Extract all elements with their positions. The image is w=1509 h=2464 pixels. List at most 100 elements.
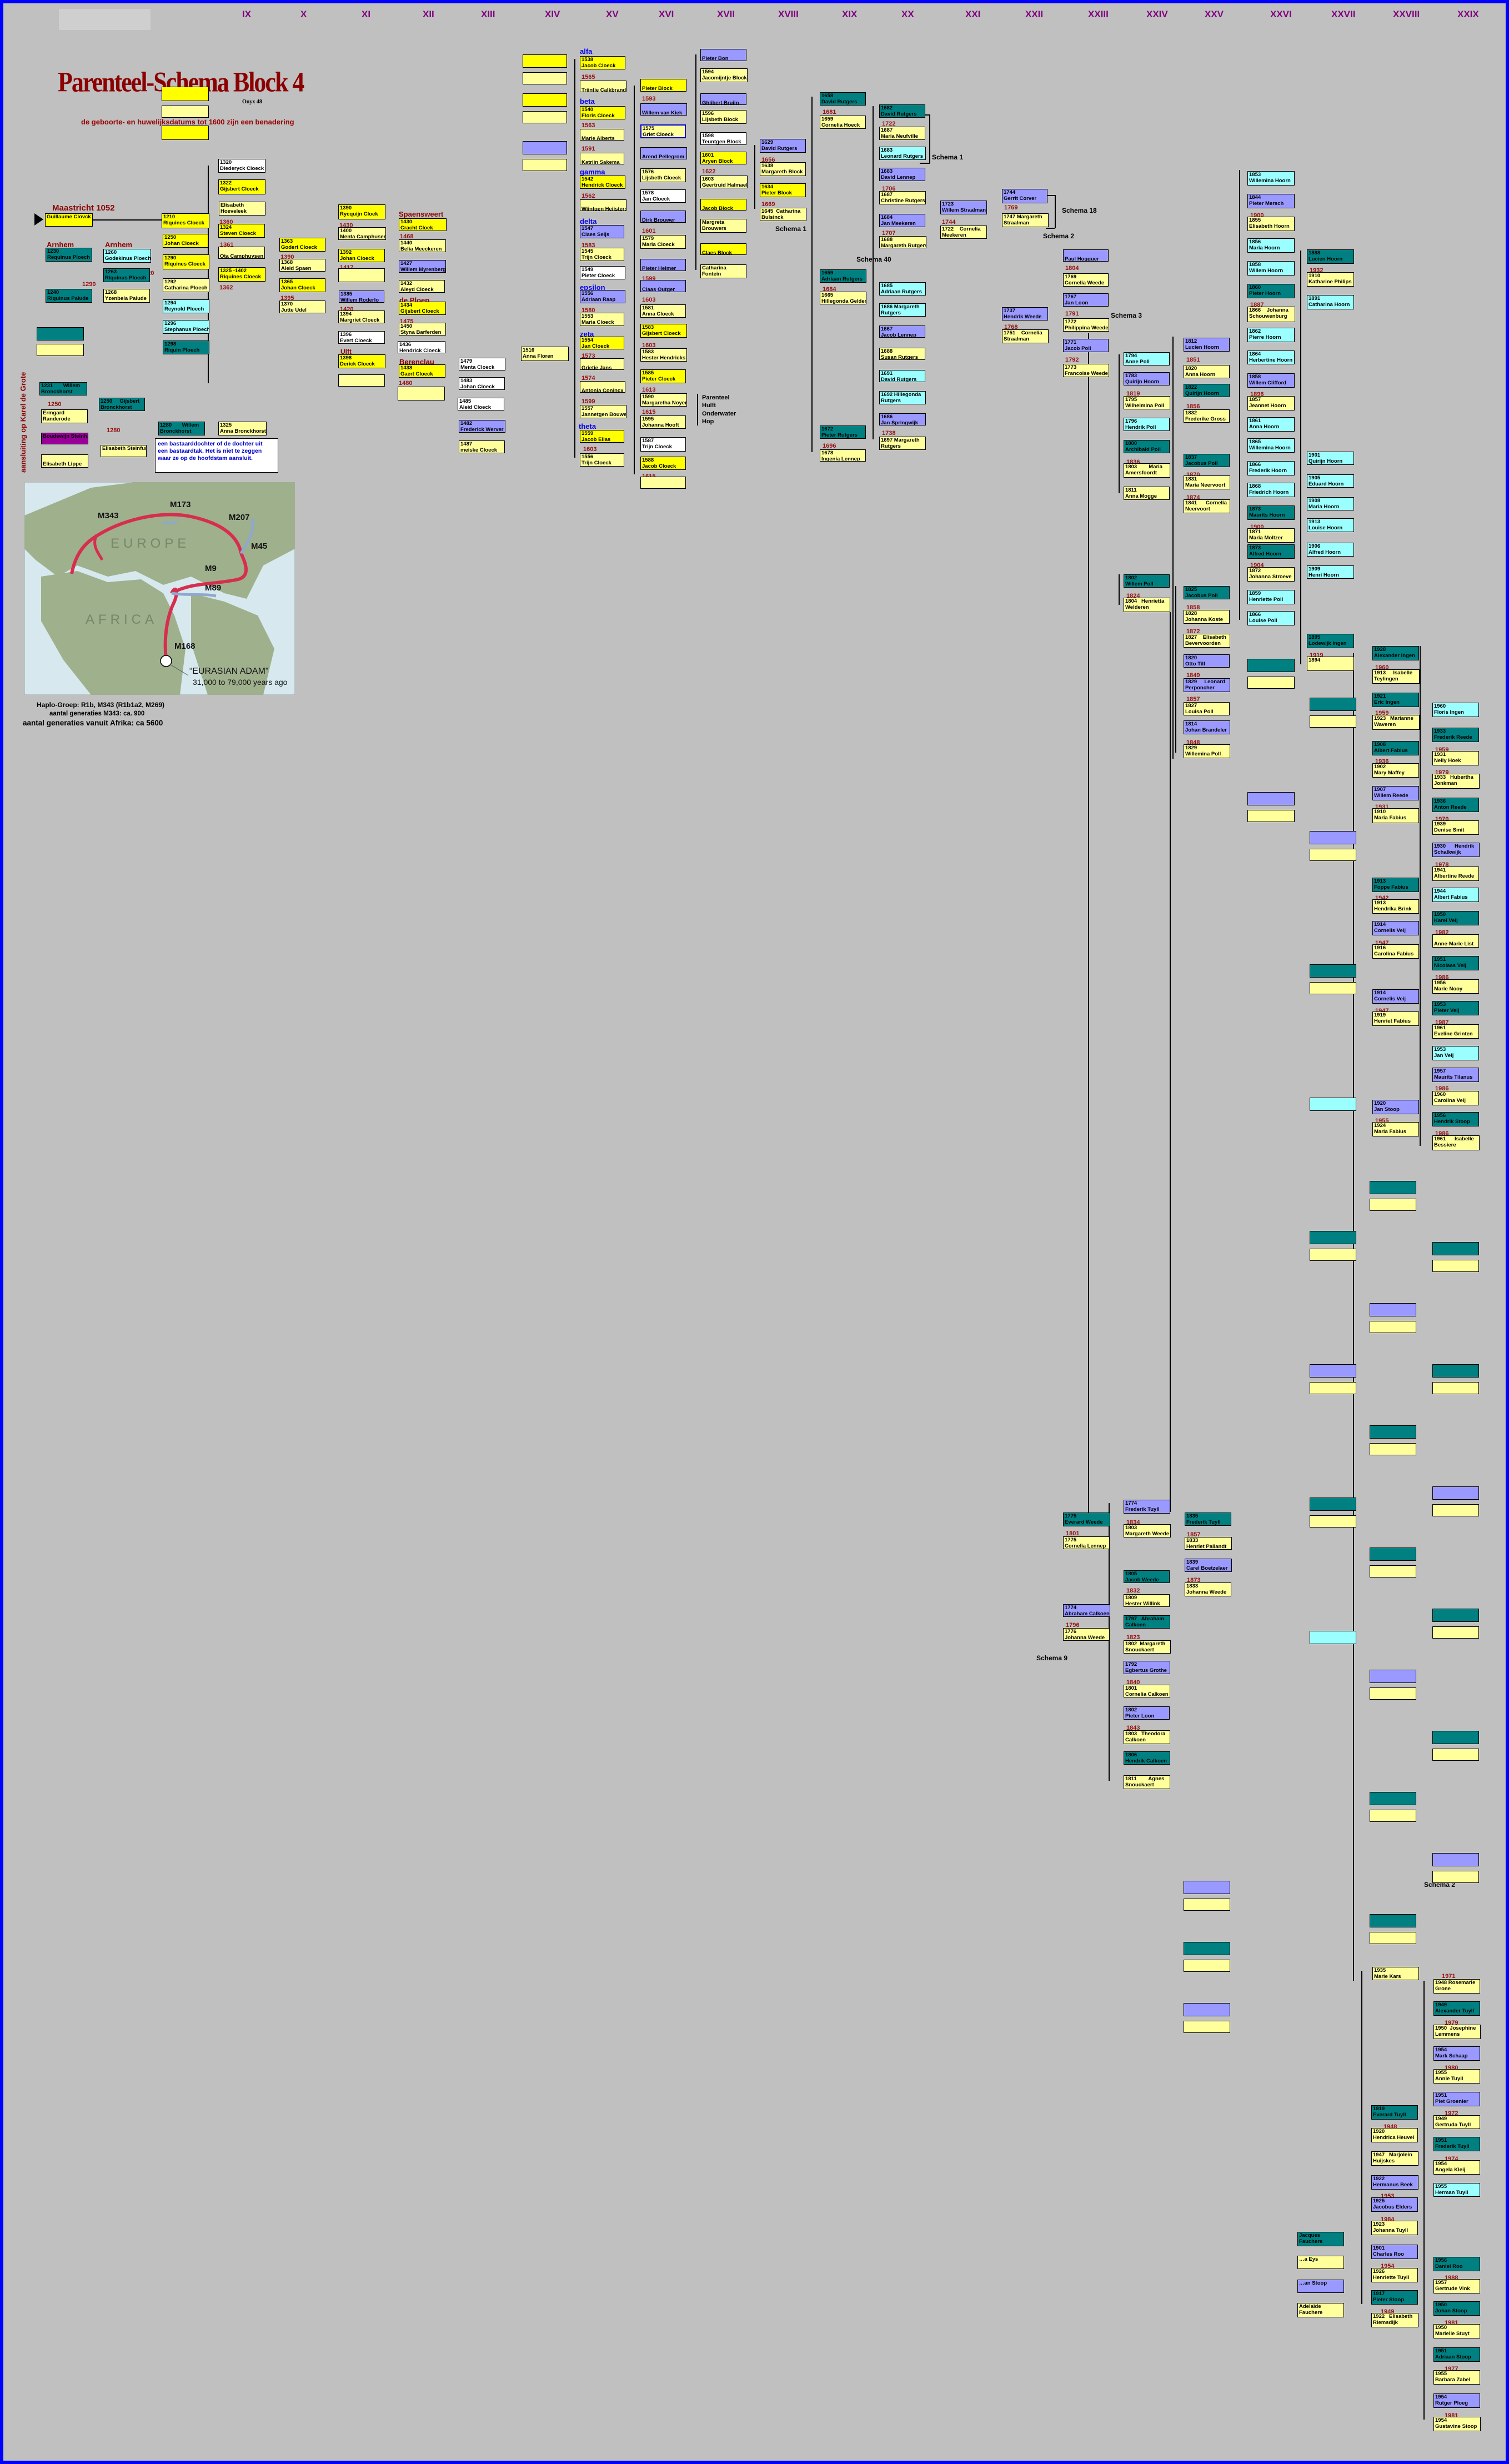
generation-header: XIV (545, 9, 560, 19)
marriage-year-label: 1622 (702, 168, 716, 175)
generation-header: XXVII (1331, 9, 1356, 19)
person-box: 1363 Godert Cloeck (279, 238, 325, 252)
marriage-year-label: 1873 (1187, 1577, 1201, 1584)
haplo-legend: Haplo-Groep: R1b, M343 (R1b1a2, M269) aa… (23, 701, 164, 727)
person-box: 1921 Eric Ingen (1372, 693, 1419, 707)
person-box: 1955 Barbara Zabel (1433, 2370, 1480, 2385)
person-box: 1872 Johanna Stroeve (1247, 567, 1295, 582)
m45-branch (239, 518, 254, 554)
person-box: 1923 Johanna Tuyll (1371, 2221, 1418, 2235)
person-box: 1888 Lucien Hoorn (1307, 249, 1354, 264)
person-box: 1833 Henriet Pallandt (1185, 1537, 1232, 1550)
person-box: 1322 Gijsbert Cloeck (218, 179, 265, 194)
person-box: 1240 Riquinus Palude (46, 289, 92, 303)
marriage-year-label: 1823 (1126, 1634, 1140, 1641)
person-box: 1547 Claes Seijs (580, 225, 624, 238)
marriage-year-label: 1669 (761, 201, 775, 208)
person-box: Anne-Marie List (1432, 934, 1479, 948)
marriage-year-label: 1480 (399, 380, 413, 387)
person-box (1370, 1443, 1416, 1455)
person-box: 1828 Johanna Koste (1184, 610, 1230, 624)
marriage-year-label: 1706 (882, 186, 896, 192)
person-box: 1960 Carolina Veij (1432, 1091, 1479, 1105)
person-box: 1658 David Rutgers (820, 92, 866, 106)
person-box: Ota Camphuysen (218, 247, 265, 259)
person-box: Pieter Helmer (640, 259, 686, 271)
person-box: 1960 Floris Ingen (1432, 703, 1479, 717)
person-box: 1685 Adriaan Rutgers (879, 282, 926, 296)
person-box: 1292 Catharina Ploech (163, 278, 209, 292)
branch-greek-heading: gamma (580, 168, 605, 176)
person-box: Boudewijn Steinfurt (41, 433, 88, 444)
person-box: Pieter Block (640, 79, 686, 92)
person-box: 1744 Gerrit Corver (1002, 189, 1047, 203)
m89-label: M89 (205, 583, 221, 593)
generation-header: XXVI (1270, 9, 1292, 19)
person-box: 1953 Jan Veij (1432, 1046, 1479, 1060)
person-box (1310, 1382, 1356, 1394)
person-box (1310, 1364, 1356, 1378)
person-box (1370, 1321, 1416, 1333)
person-box (1310, 964, 1356, 978)
person-box: Willem van Kiek (640, 103, 687, 116)
person-box: 1811 Anna Mogge (1124, 487, 1170, 500)
person-box: 1820 Otto Till (1184, 654, 1230, 668)
person-box: 1935 Marie Kars (1372, 1967, 1419, 1980)
marriage-year-label: 1819 (1126, 390, 1140, 397)
person-box: 1860 Pieter Hoorn (1247, 284, 1295, 298)
person-box: 1873 Alfred Hoorn (1247, 544, 1295, 559)
person-box: 1961 Isabelle Bessiere (1432, 1135, 1480, 1150)
person-box (1432, 1260, 1479, 1272)
generation-header: XV (606, 9, 619, 19)
connector-line (873, 106, 874, 439)
generation-header: XXII (1025, 9, 1044, 19)
connector-line (1420, 646, 1421, 1146)
person-box (1370, 1199, 1416, 1211)
m173-branch (162, 520, 178, 525)
person-box (1184, 1881, 1230, 1894)
person-box: Pieter Bon (700, 49, 746, 61)
person-box: Marie Alberts (580, 129, 624, 141)
marriage-year-label: 1280 (107, 427, 121, 434)
person-box: Arend Pellegrom (640, 147, 687, 159)
person-box: 1922 Elisabeth Riemsdijk (1371, 2313, 1418, 2327)
person-box: 1434 Gijsbert Cloeck (399, 302, 446, 315)
person-box: 1916 Carolina Fabius (1372, 944, 1419, 959)
marriage-year-label: 1986 (1435, 1085, 1449, 1092)
marriage-year-label: 1796 (1066, 1622, 1080, 1629)
person-box: 1802 Margareth Snouckaert (1124, 1640, 1171, 1654)
person-box (523, 111, 567, 123)
person-box: 1947 Marjolein Huijskes (1371, 2151, 1418, 2166)
marriage-year-label: 1769 (1004, 204, 1018, 211)
person-box (1432, 1609, 1479, 1622)
person-box: 1692 Hillegonda Rutgers (879, 391, 926, 404)
person-box: 1835 Frederik Tuyll (1185, 1513, 1231, 1526)
generation-header: XXIII (1088, 9, 1109, 19)
person-box: 1594 Jacomijntje Block (700, 68, 748, 82)
note-line: een bastaarddochter of de dochter uit (158, 440, 263, 447)
person-box: 1686 Jan Springwijk (879, 413, 926, 425)
generation-header: XIX (842, 9, 858, 19)
person-box: 1956 Hendrik Stoop (1432, 1112, 1479, 1126)
person-box: 1368 Aleid Spaen (279, 259, 325, 272)
person-box: 1806 Hendrik Calkoen (1124, 1751, 1170, 1765)
person-box: 1919 Everard Tuyll (1371, 2105, 1418, 2120)
person-box: 1542 Hendrick Cloeck (580, 176, 625, 189)
generation-header: X (300, 9, 307, 19)
person-box: 1801 Cornelia Calkoen (1124, 1685, 1170, 1697)
person-box: 1645 Catharina Bulsinck (760, 208, 806, 221)
marriage-year-label: 1744 (942, 219, 956, 226)
generation-header: XXVIII (1393, 9, 1420, 19)
person-box: 1820 Anna Hoorn (1184, 365, 1230, 378)
person-box: 1865 Willemina Hoorn (1247, 438, 1295, 453)
title-note: Onyx 48 (242, 99, 262, 105)
place-heading: Ulft (340, 348, 352, 355)
person-box: 1688 Susan Rutgers (879, 348, 925, 360)
m173-label: M173 (170, 500, 191, 509)
person-box: 1557 Jannetgen Bouwens (580, 405, 626, 418)
person-box: 1957 Maurits Tilanus (1432, 1068, 1479, 1082)
person-box: 1691 David Rutgers (879, 370, 925, 382)
person-box (523, 54, 567, 68)
generation-header: XVII (717, 9, 735, 19)
